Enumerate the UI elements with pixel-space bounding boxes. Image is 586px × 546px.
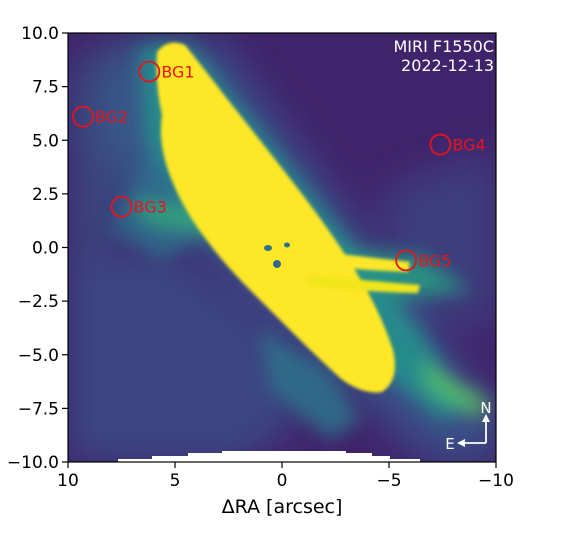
bg-marker-bg3: BG3	[110, 195, 167, 218]
bg-marker-bg5: BG5	[395, 249, 451, 272]
date-label: 2022-12-13	[401, 56, 494, 75]
y-tick-label: −5.0	[18, 346, 59, 366]
y-axis: 10.0 7.5 5.0 2.5 0.0 −2.5 −5.0 −7.5 −10.0	[7, 24, 68, 473]
saturated-core	[156, 42, 420, 393]
y-tick-label: −2.5	[18, 292, 59, 312]
marker-layer: BG1 BG2 BG3 BG4 BG5	[72, 60, 486, 272]
image-area	[68, 33, 496, 462]
bg-marker-bg1: BG1	[138, 60, 195, 83]
y-tick-label: −10.0	[7, 453, 59, 473]
y-tick-label: 5.0	[32, 131, 59, 151]
bg-marker-bg4: BG4	[429, 133, 486, 156]
bg-marker-label: BG1	[161, 63, 194, 82]
x-tick-label: 10	[57, 471, 79, 491]
y-tick-label: 7.5	[32, 78, 59, 98]
bg-marker-circle	[110, 195, 133, 218]
compass-east-arrowhead	[457, 439, 465, 447]
bg-marker-circle	[429, 133, 452, 156]
bg-marker-label: BG4	[452, 136, 485, 155]
x-axis: 10 5 0 −5 −10	[57, 462, 514, 491]
bg-marker-circle	[395, 249, 418, 272]
y-tick-label: 10.0	[21, 24, 59, 44]
x-tick-label: −5	[376, 471, 401, 491]
bg-marker-label: BG5	[418, 251, 451, 270]
y-tick-label: 0.0	[32, 239, 59, 259]
core-dark-specks	[264, 242, 290, 268]
instrument-label: MIRI F1550C	[393, 37, 494, 56]
compass-north-arrowhead	[482, 414, 490, 422]
compass: N E	[445, 399, 491, 453]
bg-marker-bg2: BG2	[72, 105, 128, 128]
blank-region	[118, 451, 420, 462]
compass-east-label: E	[445, 435, 454, 453]
bg-marker-circle	[138, 60, 161, 83]
y-tick-label: 2.5	[32, 185, 59, 205]
bg-marker-label: BG2	[95, 108, 128, 127]
x-tick-label: −10	[478, 471, 514, 491]
x-axis-label: ΔRA [arcsec]	[222, 496, 343, 518]
y-tick-label: −7.5	[18, 399, 59, 419]
bg-marker-label: BG3	[134, 198, 167, 217]
bg-marker-circle	[72, 105, 94, 128]
x-tick-label: 0	[277, 471, 288, 491]
compass-north-label: N	[480, 399, 491, 417]
x-tick-label: 5	[170, 471, 181, 491]
